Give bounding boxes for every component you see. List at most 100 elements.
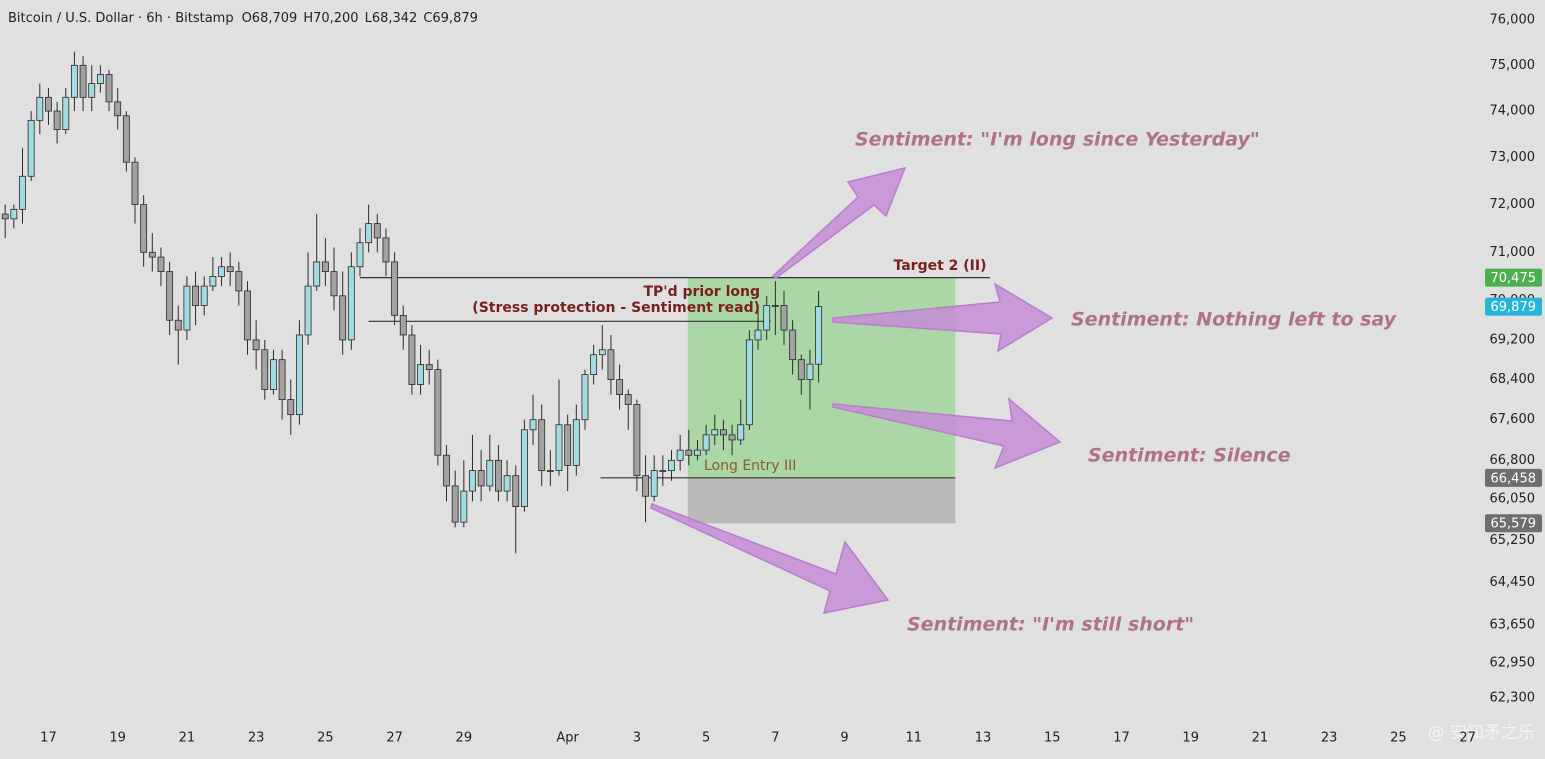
candle-body [503, 475, 511, 492]
candle-body [339, 295, 347, 341]
candle-body [45, 96, 52, 112]
candle-body [131, 161, 139, 205]
candle-body [512, 475, 520, 507]
candle-body [650, 470, 658, 497]
candle-body [581, 374, 589, 421]
candle-body [538, 419, 546, 471]
x-tick-label: 27 [386, 731, 403, 746]
candle-body [226, 266, 234, 272]
y-tick-label: 69,200 [1490, 332, 1536, 347]
candle-body [546, 470, 554, 472]
level-label: Long Entry III [704, 458, 796, 474]
x-tick-label: 11 [906, 731, 923, 746]
price-badge [1485, 514, 1542, 533]
candle-body [278, 359, 286, 400]
candle-body [763, 305, 771, 331]
candle-body [590, 354, 598, 375]
price-badge [1485, 268, 1542, 287]
candle-body [70, 64, 78, 98]
x-tick-label: 25 [317, 731, 334, 746]
y-tick-label: 62,300 [1490, 691, 1536, 706]
x-tick-label: 9 [840, 731, 848, 746]
candle-body [676, 449, 684, 461]
x-tick-label: 27 [1459, 731, 1476, 746]
candle-body [88, 83, 96, 98]
candle-body [711, 429, 719, 436]
candle-body [702, 434, 710, 451]
candle-body [624, 394, 632, 405]
candle-body [495, 459, 502, 492]
candle-body [572, 419, 580, 466]
candle-body [425, 364, 433, 371]
y-tick-label: 71,000 [1490, 245, 1536, 260]
candle-body [382, 237, 390, 263]
x-tick-label: 21 [1252, 731, 1269, 746]
candle-body [469, 470, 476, 492]
level-label: (Stress protection - Sentiment read) [472, 300, 760, 316]
candle-body [304, 285, 312, 336]
candle-body [114, 101, 122, 117]
candle-body [564, 424, 572, 466]
annotation: Sentiment: Nothing left to say [1071, 309, 1398, 331]
candle-body [295, 334, 303, 416]
candle-body [105, 74, 113, 103]
candle-body [235, 271, 243, 292]
annotation: Sentiment: "I'm still short" [907, 614, 1194, 636]
y-tick-label: 66,050 [1490, 491, 1536, 506]
candle-body [529, 419, 537, 431]
candle-body [399, 314, 407, 336]
candle-body [754, 329, 762, 341]
x-tick-label: 23 [248, 731, 265, 746]
candle-body [771, 305, 779, 307]
candle-body [1, 213, 9, 220]
symbol: Bitcoin / U.S. Dollar · 6h · Bitstamp [8, 11, 234, 26]
candle-body [157, 256, 165, 272]
ohlc-low: L68,342 [365, 11, 418, 26]
y-tick-label: 68,400 [1490, 372, 1536, 387]
candle-body [815, 306, 823, 365]
price-label: 66,458 [1491, 471, 1537, 486]
y-tick-label: 74,000 [1490, 104, 1536, 119]
x-tick-label: 15 [1044, 731, 1061, 746]
candle-body [668, 459, 675, 471]
annotation: Sentiment: "I'm long since Yesterday" [855, 129, 1260, 151]
candle-body [607, 349, 615, 380]
x-tick-label: 19 [1182, 731, 1199, 746]
arrow [650, 502, 890, 614]
candle-body [96, 74, 104, 84]
y-tick-label: 63,650 [1490, 618, 1536, 633]
price-label: 70,475 [1491, 271, 1537, 286]
y-tick-label: 67,600 [1490, 412, 1536, 427]
x-tick-label: 7 [771, 731, 779, 746]
candle-body [313, 261, 321, 287]
y-tick-label: 76,000 [1490, 13, 1536, 28]
candle-body [200, 285, 208, 306]
ohlc-open: O68,709 [242, 11, 298, 26]
price-label: 69,879 [1491, 300, 1537, 315]
ohlc-high: H70,200 [303, 11, 358, 26]
arrow [832, 282, 1054, 353]
x-tick-label: 17 [1113, 731, 1130, 746]
y-tick-label: 73,000 [1490, 150, 1536, 165]
candle-body [218, 266, 225, 277]
candle-body [356, 242, 364, 268]
price-label: 65,579 [1491, 517, 1537, 532]
candle-body [10, 208, 18, 220]
candle-body [443, 454, 450, 487]
candle-body [244, 290, 251, 341]
candle-body [36, 96, 44, 121]
candle-body [780, 305, 788, 331]
y-tick-label: 65,250 [1490, 533, 1536, 548]
price-badge [1485, 468, 1542, 487]
candle-body [79, 64, 87, 98]
candle-body [252, 339, 260, 351]
y-tick-label: 72,000 [1490, 197, 1536, 212]
ohlc-close: C69,879 [423, 11, 478, 26]
x-tick-label: 21 [179, 731, 196, 746]
candle-body [520, 429, 528, 507]
x-tick-label: Apr [556, 731, 579, 746]
x-tick-label: 19 [109, 731, 126, 746]
candle-body [183, 285, 191, 331]
candle-body [797, 359, 805, 380]
